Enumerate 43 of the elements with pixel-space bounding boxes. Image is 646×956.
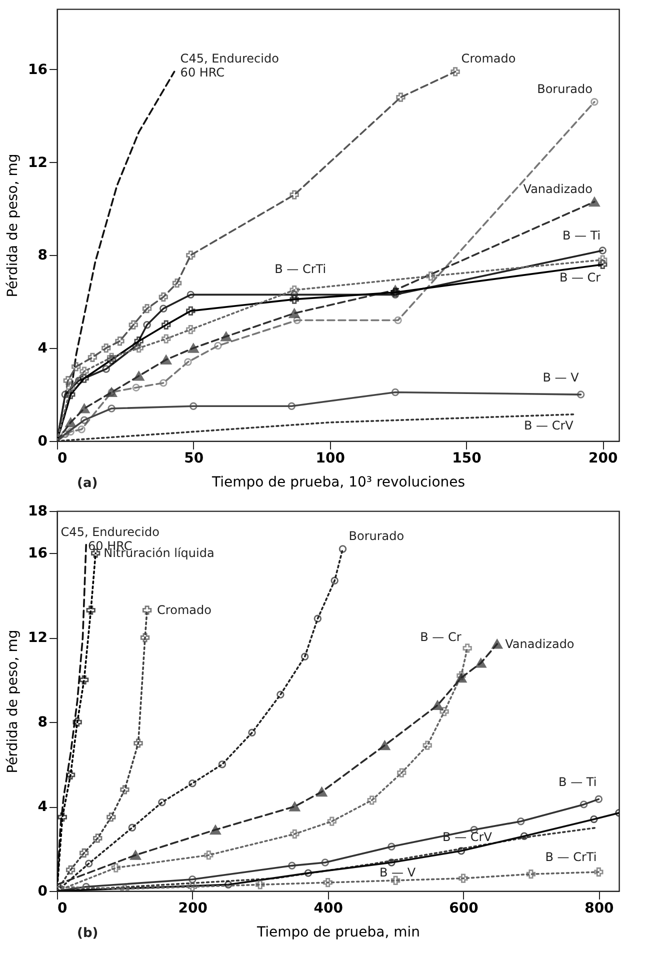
series-label: Cromado bbox=[157, 603, 212, 618]
y-tick-label: 0 bbox=[38, 434, 48, 450]
series-label: B — CrV bbox=[524, 418, 574, 432]
text: (a) bbox=[77, 476, 98, 491]
x-axis-title: Tiempo de prueba, min bbox=[256, 924, 420, 940]
y-tick-label: 8 bbox=[38, 248, 48, 264]
y-axis-title: Pérdida de peso, mg bbox=[5, 630, 22, 774]
series-label: Vanadizado bbox=[505, 637, 574, 651]
series-label: B — Cr bbox=[420, 630, 462, 644]
series-label: B — CrTi bbox=[545, 850, 597, 864]
y-tick-label: 8 bbox=[38, 714, 48, 731]
y-tick-label: 12 bbox=[28, 154, 48, 171]
y-tick-label: 0 bbox=[38, 884, 48, 900]
series-label: B — Cr bbox=[559, 270, 601, 284]
x-tick-label: 150 bbox=[452, 450, 482, 466]
series-label: B — V bbox=[379, 866, 416, 880]
x-axis-title: Tiempo de prueba, 10³ revoluciones bbox=[210, 474, 466, 490]
series-label: B — CrTi bbox=[274, 262, 326, 276]
y-tick-label: 4 bbox=[38, 799, 48, 816]
y-axis-title: Pérdida de peso, mg bbox=[5, 154, 22, 298]
x-tick-label: 200 bbox=[588, 450, 618, 466]
series-label: Borurado bbox=[348, 529, 404, 543]
series-label: C45, Endurecido 60 HRC bbox=[180, 52, 279, 80]
series-label: B — Ti bbox=[558, 775, 597, 790]
x-tick-label: 0 bbox=[58, 450, 68, 466]
text: (b) bbox=[77, 926, 98, 941]
x-tick-label: 800 bbox=[584, 900, 614, 916]
series-label: Cromado bbox=[461, 52, 516, 66]
x-tick-label: 200 bbox=[178, 900, 208, 916]
x-tick-label: 100 bbox=[316, 450, 346, 466]
series-label: Borurado bbox=[537, 82, 592, 96]
x-tick-label: 0 bbox=[58, 900, 68, 916]
x-tick-label: 400 bbox=[314, 900, 344, 916]
y-tick-label: 12 bbox=[28, 630, 48, 646]
x-tick-label: 600 bbox=[449, 900, 479, 916]
y-tick-label: 16 bbox=[28, 546, 48, 562]
series-label: B — Ti bbox=[562, 228, 601, 243]
y-tick-label: 18 bbox=[28, 504, 48, 520]
y-tick-label: 4 bbox=[38, 340, 48, 357]
x-tick-label: 50 bbox=[184, 450, 204, 466]
y-tick-label: 16 bbox=[28, 62, 48, 78]
series-label: B — V bbox=[542, 370, 580, 385]
series-label: Vanadizado bbox=[523, 182, 592, 196]
